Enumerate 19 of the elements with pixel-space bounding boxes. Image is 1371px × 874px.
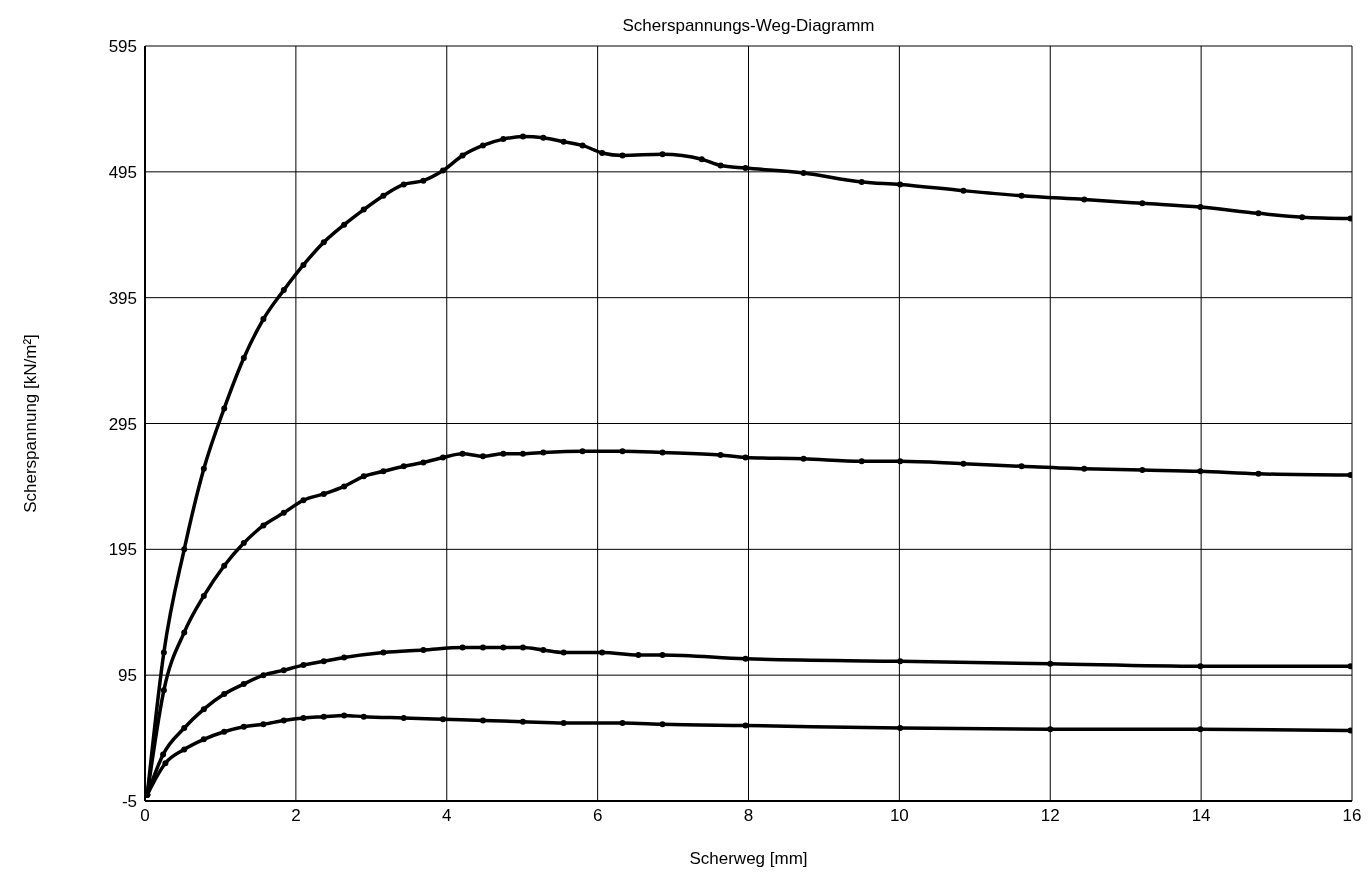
x-tick-label: 2 [291, 806, 301, 826]
x-axis-title: Scherweg [mm] [689, 849, 808, 868]
y-tick-label: 395 [108, 288, 137, 308]
x-tick-label: 10 [889, 806, 909, 826]
y-tick-label: 295 [108, 414, 137, 434]
x-tick-label: 14 [1191, 806, 1211, 826]
y-tick-label: 495 [108, 162, 137, 182]
chart-title: Scherspannungs-Weg-Diagramm [621, 16, 876, 36]
x-tick-label: 12 [1040, 806, 1060, 826]
y-tick-label: 595 [108, 37, 137, 57]
x-tick-label: 6 [592, 806, 603, 826]
y-tick-label: 195 [108, 540, 137, 560]
y-tick-label: 95 [118, 666, 137, 686]
x-tick-label: 8 [743, 806, 754, 826]
y-axis-title: Scherspannung [kN/m²] [21, 334, 41, 513]
x-tick-label: 16 [1342, 806, 1362, 826]
x-tick-label: 4 [442, 806, 452, 826]
y-tick-label: -5 [121, 792, 137, 812]
x-tick-label: 0 [140, 806, 150, 826]
